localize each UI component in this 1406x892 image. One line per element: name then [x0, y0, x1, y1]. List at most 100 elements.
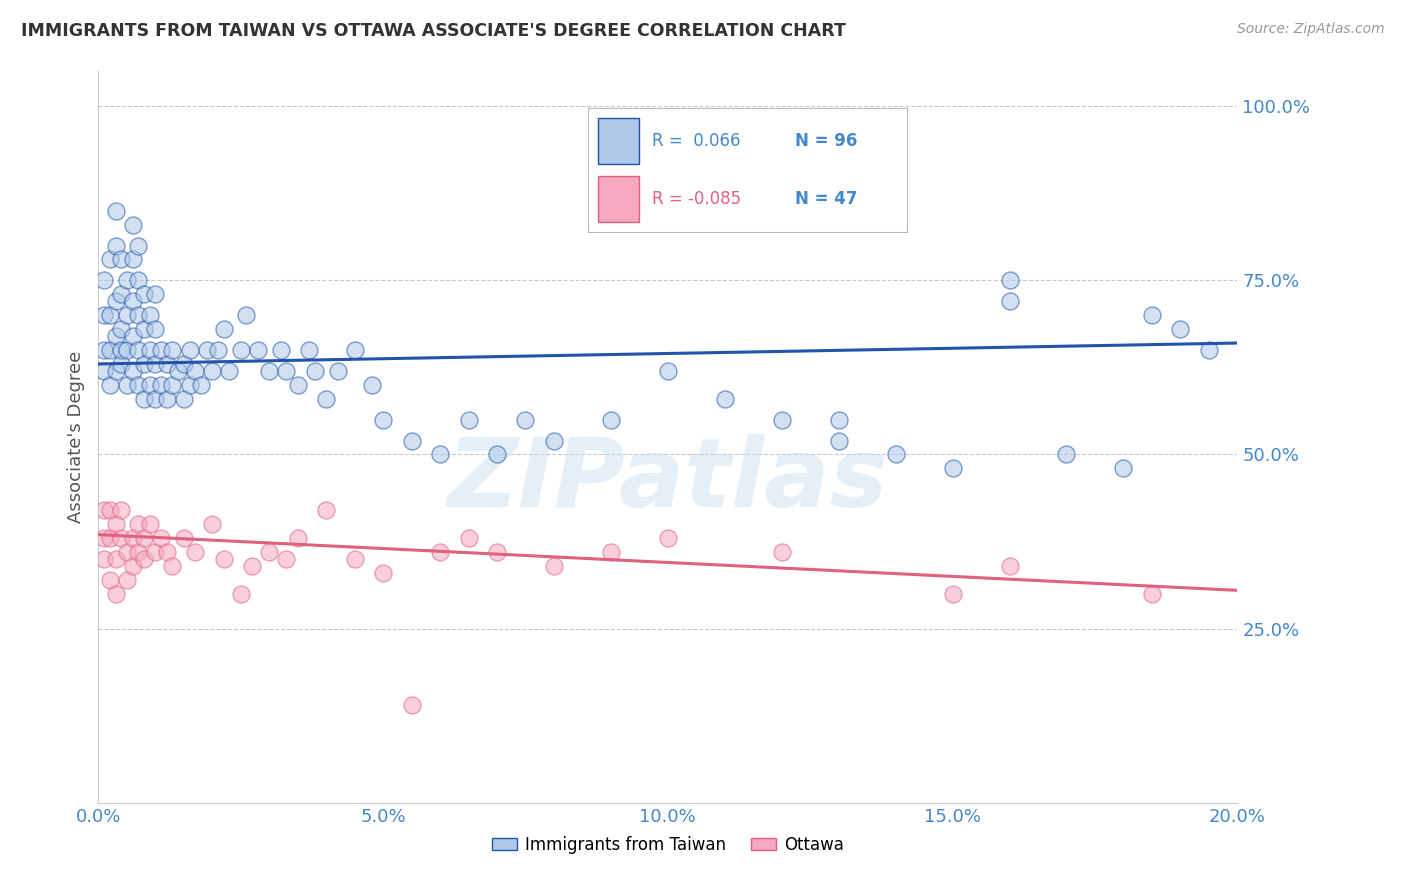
Point: [207, 343, 229, 357]
Point: [884, 448, 907, 462]
Point: [218, 364, 240, 378]
Point: [110, 252, 132, 267]
Point: [240, 558, 263, 573]
Point: [121, 558, 143, 573]
Point: [115, 273, 138, 287]
Point: [115, 545, 138, 559]
Point: [179, 377, 201, 392]
Point: [229, 587, 252, 601]
Point: [145, 322, 167, 336]
Point: [104, 203, 127, 218]
Point: [127, 308, 149, 322]
Point: [121, 252, 143, 267]
Point: [429, 448, 451, 462]
Point: [190, 377, 212, 392]
Point: [98, 573, 121, 587]
Point: [98, 377, 121, 392]
Point: [150, 343, 173, 357]
Point: [93, 343, 115, 357]
Point: [326, 364, 349, 378]
Point: [162, 343, 184, 357]
Point: [998, 294, 1021, 309]
Point: [93, 273, 115, 287]
Point: [173, 392, 195, 406]
Point: [259, 545, 281, 559]
Point: [343, 343, 366, 357]
Point: [276, 364, 298, 378]
Point: [360, 377, 382, 392]
Point: [998, 273, 1021, 287]
Point: [167, 364, 190, 378]
Point: [115, 573, 138, 587]
Point: [115, 343, 138, 357]
Point: [486, 545, 509, 559]
Point: [657, 531, 679, 545]
Point: [104, 517, 127, 532]
Point: [401, 434, 423, 448]
Point: [457, 531, 479, 545]
Point: [145, 545, 167, 559]
Point: [373, 412, 395, 426]
Point: [343, 552, 366, 566]
Point: [998, 558, 1021, 573]
Point: [127, 517, 149, 532]
Point: [110, 322, 132, 336]
Point: [104, 587, 127, 601]
Point: [132, 392, 155, 406]
Point: [98, 503, 121, 517]
Point: [104, 364, 127, 378]
Point: [110, 287, 132, 301]
Point: [98, 531, 121, 545]
Point: [156, 357, 179, 371]
Point: [201, 517, 224, 532]
Point: [93, 503, 115, 517]
Point: [127, 273, 149, 287]
Point: [401, 698, 423, 713]
Point: [1140, 587, 1163, 601]
Point: [543, 434, 565, 448]
Point: [127, 343, 149, 357]
Point: [145, 357, 167, 371]
Point: [600, 412, 623, 426]
Point: [828, 412, 851, 426]
Point: [110, 343, 132, 357]
Point: [162, 558, 184, 573]
Point: [259, 364, 281, 378]
Point: [104, 238, 127, 252]
Point: [276, 552, 298, 566]
Point: [304, 364, 326, 378]
Point: [121, 364, 143, 378]
Point: [115, 308, 138, 322]
Point: [110, 503, 132, 517]
Point: [173, 531, 195, 545]
Point: [486, 448, 509, 462]
Point: [150, 531, 173, 545]
Point: [1140, 308, 1163, 322]
Point: [212, 322, 235, 336]
Point: [315, 503, 337, 517]
Point: [132, 287, 155, 301]
Point: [235, 308, 257, 322]
Point: [127, 545, 149, 559]
Point: [127, 238, 149, 252]
Text: Source: ZipAtlas.com: Source: ZipAtlas.com: [1237, 22, 1385, 37]
Point: [942, 461, 965, 475]
Point: [298, 343, 321, 357]
Point: [98, 252, 121, 267]
Point: [138, 343, 160, 357]
Point: [104, 294, 127, 309]
Point: [104, 552, 127, 566]
Text: IMMIGRANTS FROM TAIWAN VS OTTAWA ASSOCIATE'S DEGREE CORRELATION CHART: IMMIGRANTS FROM TAIWAN VS OTTAWA ASSOCIA…: [21, 22, 846, 40]
Point: [132, 322, 155, 336]
Point: [543, 558, 565, 573]
Point: [138, 308, 160, 322]
Point: [98, 343, 121, 357]
Point: [93, 364, 115, 378]
Point: [104, 329, 127, 343]
Point: [770, 412, 793, 426]
Point: [115, 377, 138, 392]
Point: [156, 392, 179, 406]
Point: [373, 566, 395, 580]
Point: [110, 357, 132, 371]
Point: [212, 552, 235, 566]
